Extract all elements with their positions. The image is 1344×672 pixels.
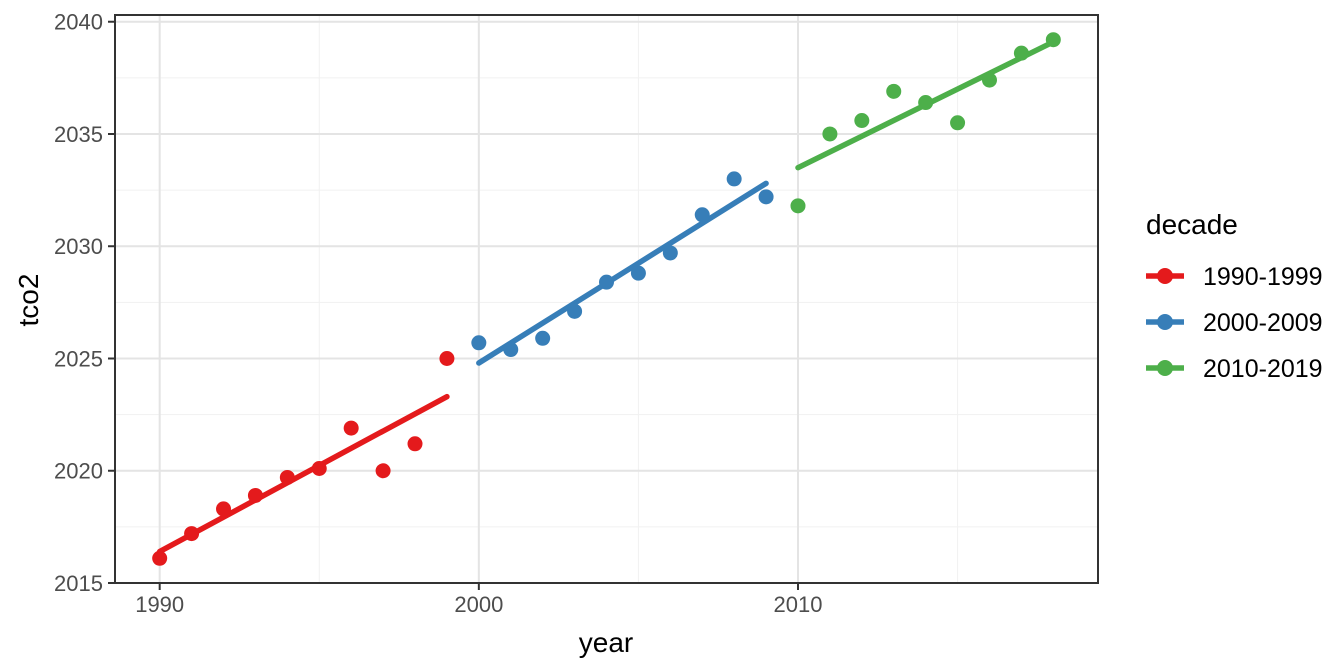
y-tick-label: 2015 xyxy=(54,571,103,596)
y-axis-title: tco2 xyxy=(13,274,44,327)
legend-label: 2010-2019 xyxy=(1203,355,1323,383)
gridlines-minor xyxy=(115,15,1098,583)
x-axis-ticks: 1990 2000 2010 xyxy=(135,583,822,617)
data-point xyxy=(981,72,997,88)
legend-entry: 2010-2019 xyxy=(1146,355,1323,383)
data-point xyxy=(918,95,934,111)
data-point xyxy=(184,526,200,542)
data-point xyxy=(630,265,646,281)
legend-entry: 2000-2009 xyxy=(1146,309,1323,337)
data-point xyxy=(950,115,966,131)
data-point xyxy=(1013,45,1029,61)
data-point xyxy=(279,469,295,485)
data-point xyxy=(694,207,710,223)
data-point xyxy=(439,350,455,366)
legend-title: decade xyxy=(1146,209,1238,240)
legend-label: 1990-1999 xyxy=(1203,263,1323,291)
x-axis-title: year xyxy=(579,627,633,658)
data-point xyxy=(375,463,391,479)
y-tick-label: 2020 xyxy=(54,459,103,484)
data-point xyxy=(790,198,806,214)
trend-line xyxy=(156,393,450,555)
legend-key-point xyxy=(1157,360,1173,376)
data-point xyxy=(758,189,774,205)
legend-entries: 1990-1999 2000-2009 2010-2019 xyxy=(1146,263,1323,383)
trend-line xyxy=(476,180,769,366)
data-point xyxy=(247,487,263,503)
data-point xyxy=(152,550,168,566)
data-point xyxy=(599,274,614,290)
data-point xyxy=(535,330,551,346)
data-point xyxy=(662,245,678,261)
legend-key-point xyxy=(1157,268,1173,284)
data-point xyxy=(407,436,423,452)
data-point xyxy=(216,501,232,517)
x-tick-label: 2000 xyxy=(454,592,503,617)
legend-key-point xyxy=(1157,314,1173,330)
y-tick-label: 2030 xyxy=(54,234,103,259)
panel-border xyxy=(114,14,1099,584)
data-point xyxy=(503,342,519,358)
y-tick-label: 2025 xyxy=(54,346,103,371)
data-point xyxy=(822,126,838,142)
x-tick-label: 1990 xyxy=(135,592,184,617)
y-tick-label: 2040 xyxy=(54,10,103,35)
legend-label: 2000-2009 xyxy=(1203,309,1323,337)
y-axis-ticks: 2015 2020 2025 2030 2035 2040 xyxy=(54,10,115,596)
data-point xyxy=(343,420,359,436)
legend-entry: 1990-1999 xyxy=(1146,263,1323,291)
data-point xyxy=(854,113,870,129)
x-tick-label: 2010 xyxy=(774,592,823,617)
data-point xyxy=(471,335,487,351)
data-point xyxy=(1045,32,1061,48)
y-tick-label: 2035 xyxy=(54,122,103,147)
data-point xyxy=(311,461,327,477)
legend: decade 1990-1999 2000-2009 2010-2019 xyxy=(1146,209,1323,383)
data-point xyxy=(886,83,902,99)
data-points xyxy=(152,32,1061,566)
data-point xyxy=(726,171,742,187)
data-point xyxy=(567,303,583,319)
